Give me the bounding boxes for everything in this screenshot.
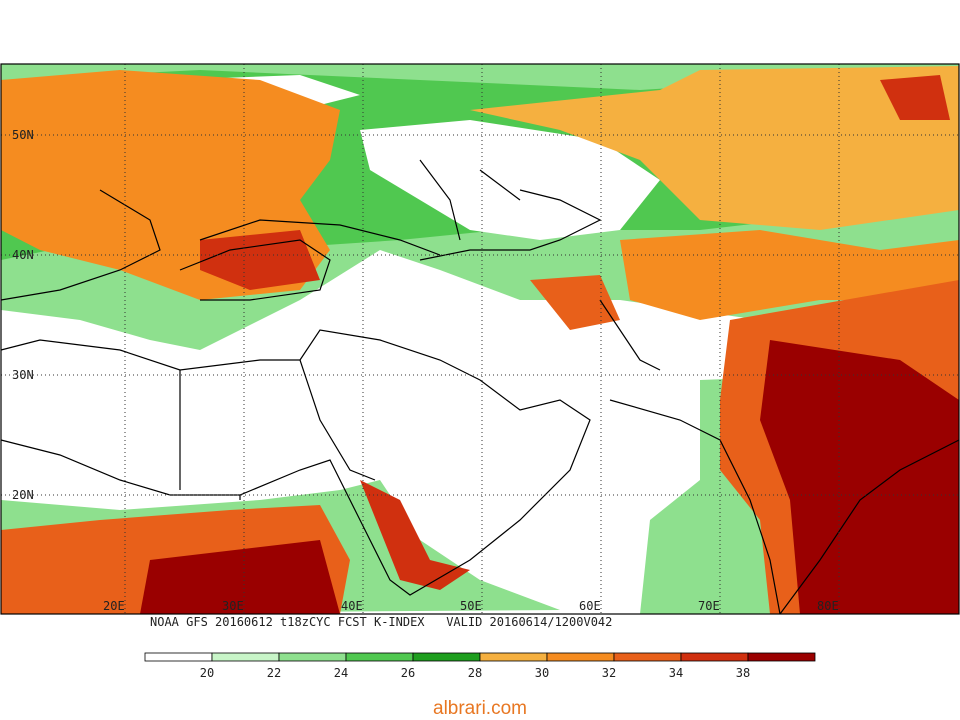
colorbar-label: 26 <box>401 666 415 680</box>
colorbar-segment <box>479 652 548 662</box>
colorbar-label: 38 <box>736 666 750 680</box>
map: 50N 40N 30N 20N 20E 30E 40E 50E 60E 70E 80E NOAA G… <box>0 63 960 680</box>
colorbar-segment <box>680 652 749 662</box>
colorbar-segment <box>211 652 280 662</box>
colorbar-segment <box>613 652 682 662</box>
colorbar-segment <box>278 652 347 662</box>
lon-label: 30E <box>222 599 244 613</box>
lon-label: 60E <box>579 599 601 613</box>
coastlines <box>0 159 960 615</box>
colorbar-segment <box>412 652 481 662</box>
colorbar-label: 20 <box>200 666 214 680</box>
lon-label: 40E <box>341 599 363 613</box>
colorbar-segment <box>345 652 414 662</box>
lon-label: 80E <box>817 599 839 613</box>
colorbar-segment <box>144 652 213 662</box>
lon-label: 70E <box>698 599 720 613</box>
graticule: 50N 40N 30N 20N 20E 30E 40E 50E 60E 70E 80E <box>1 64 959 614</box>
colorbar: 20 22 24 26 28 30 32 34 38 <box>144 652 816 680</box>
lat-label: 50N <box>12 128 34 142</box>
colorbar-segment <box>747 652 816 662</box>
colorbar-segment <box>546 652 615 662</box>
lon-label: 20E <box>103 599 125 613</box>
colorbar-label: 22 <box>267 666 281 680</box>
lon-label: 50E <box>460 599 482 613</box>
lat-label: 20N <box>12 488 34 502</box>
lat-label: 30N <box>12 368 34 382</box>
colorbar-label: 30 <box>535 666 549 680</box>
colorbar-label: 28 <box>468 666 482 680</box>
footer-link[interactable]: albrari.com <box>433 698 527 719</box>
caption: NOAA GFS 20160612 t18zCYC FCST K-INDEX V… <box>150 615 612 629</box>
lat-label: 40N <box>12 248 34 262</box>
colorbar-label: 34 <box>669 666 683 680</box>
colorbar-label: 32 <box>602 666 616 680</box>
map-frame <box>0 63 960 615</box>
k-index-field <box>1 64 959 614</box>
colorbar-label: 24 <box>334 666 348 680</box>
